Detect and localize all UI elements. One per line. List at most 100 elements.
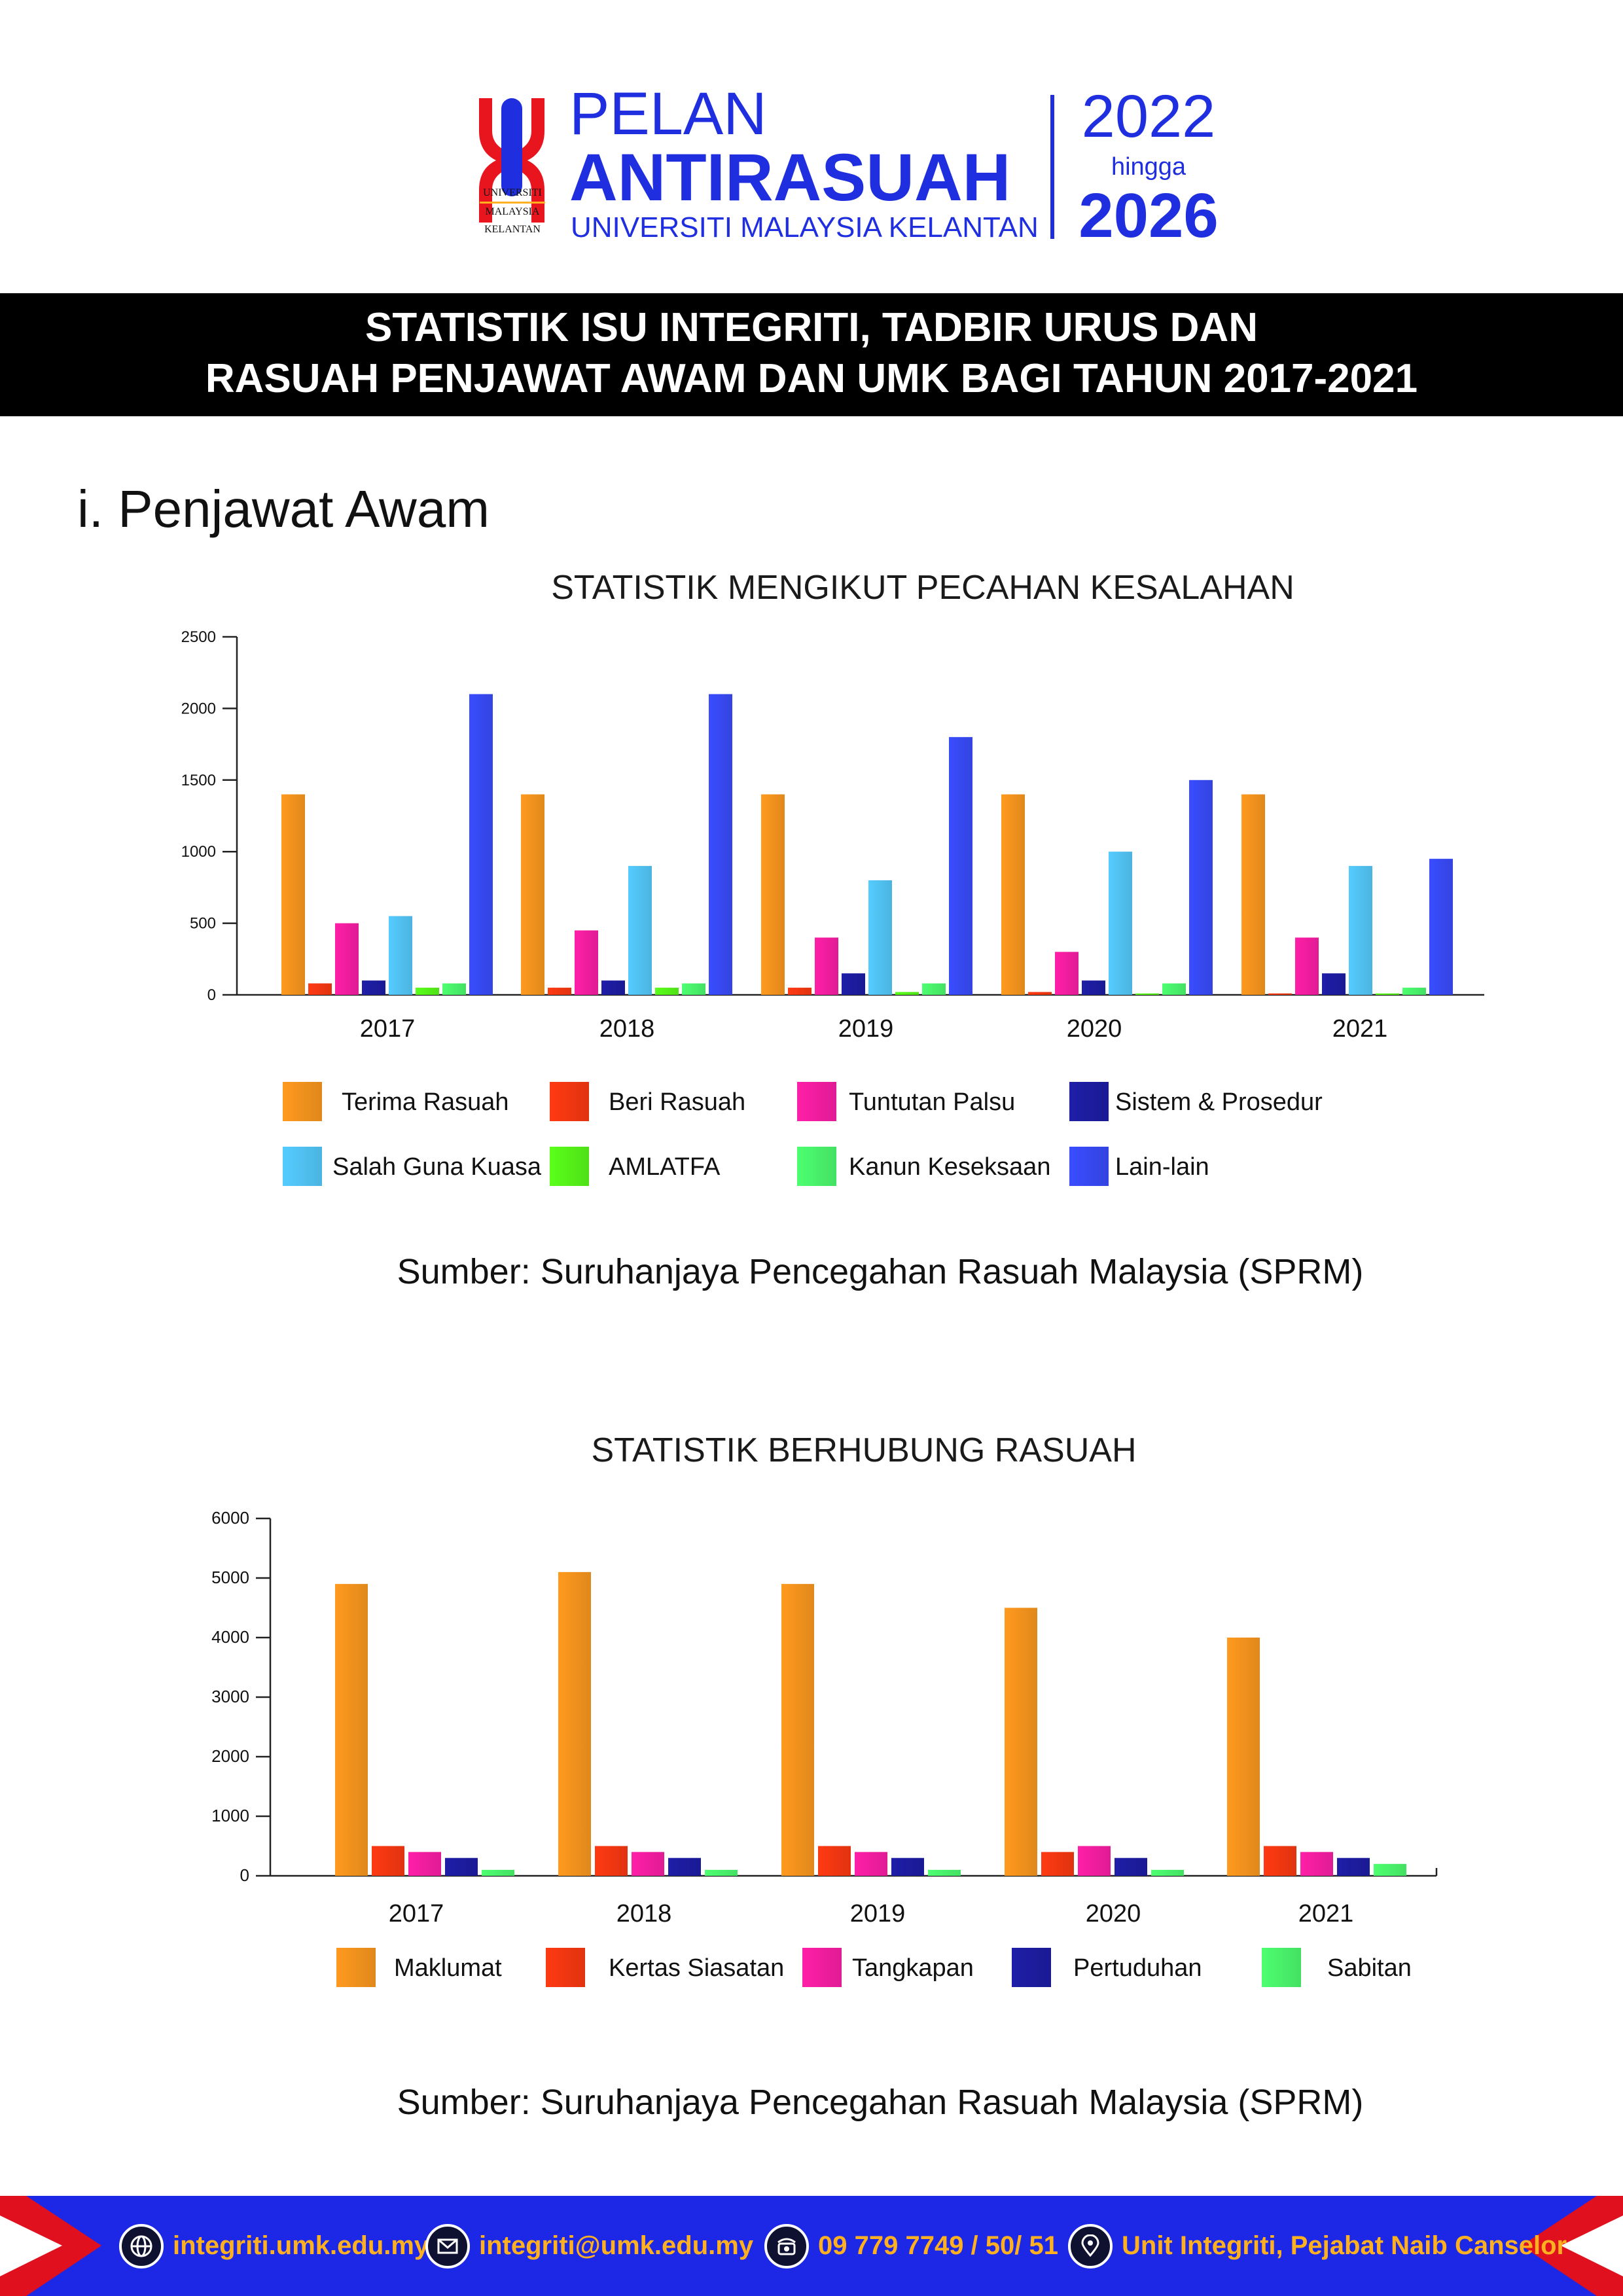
logo-caption: UNIVERSITI MALAYSIA KELANTAN — [470, 185, 555, 238]
bar-lain-lain-2020 — [1189, 780, 1213, 995]
bar-sabitan-2019 — [928, 1869, 961, 1876]
chart1-svg: 0 500 1000 1500 2000 2500 2017 2018 2019 2020 2021… — [181, 628, 1484, 1186]
legend-label: Lain-lain — [1115, 1153, 1209, 1181]
bar-kertas-siasatan-2019 — [818, 1846, 851, 1876]
bar-kertas-siasatan-2020 — [1041, 1852, 1074, 1876]
legend-swatch — [283, 1147, 322, 1186]
bar-tangkapan-2018 — [632, 1852, 664, 1876]
bar-sistem-prosedur-2019 — [842, 973, 865, 995]
bar-maklumat-2020 — [1005, 1607, 1037, 1876]
bar-terima-rasuah-2017 — [281, 794, 305, 995]
bar-tuntutan-palsu-2018 — [575, 930, 598, 995]
x-tick-label: 2018 — [599, 1015, 655, 1043]
logo-caption-line: KELANTAN — [484, 223, 541, 235]
phone-icon — [764, 2223, 809, 2269]
location-icon — [1068, 2223, 1113, 2269]
bar-sistem-prosedur-2021 — [1322, 973, 1346, 995]
bar-pertuduhan-2020 — [1115, 1857, 1147, 1876]
bar-amlatfa-2020 — [1135, 993, 1159, 995]
bar-pertuduhan-2017 — [445, 1857, 478, 1876]
legend-swatch — [336, 1948, 376, 1987]
header-title-line2: ANTIRASUAH — [569, 140, 1011, 215]
bar-kanun-keseksaan-2018 — [682, 983, 705, 995]
y-tick-label: 5000 — [211, 1568, 249, 1587]
bar-beri-rasuah-2017 — [308, 983, 332, 995]
bar-terima-rasuah-2019 — [761, 794, 785, 995]
legend-label: Kanun Keseksaan — [849, 1153, 1050, 1181]
header-year-start: 2022 — [1081, 83, 1216, 150]
y-tick-label: 1000 — [211, 1806, 249, 1825]
header-year-end: 2026 — [1079, 181, 1219, 251]
y-tick-label: 2000 — [181, 700, 216, 717]
bar-maklumat-2021 — [1227, 1638, 1260, 1876]
legend-swatch — [1069, 1082, 1109, 1121]
chart2-svg: 0 1000 2000 3000 4000 5000 6000 2017 2018 2019 202… — [211, 1508, 1438, 1987]
y-tick-label: 0 — [207, 986, 216, 1004]
footer-phone-text: 09 779 7749 / 50/ 51 — [818, 2231, 1058, 2260]
x-tick-label: 2018 — [616, 1900, 672, 1928]
legend-swatch — [802, 1948, 842, 1987]
footer-location-text: Unit Integriti, Pejabat Naib Canselor — [1122, 2231, 1567, 2260]
y-tick-label: 6000 — [211, 1508, 249, 1528]
bar-tuntutan-palsu-2021 — [1295, 937, 1319, 995]
footer-email[interactable]: integriti@umk.edu.my — [425, 2196, 753, 2296]
banner-line1: STATISTIK ISU INTEGRITI, TADBIR URUS DAN — [365, 305, 1258, 350]
bar-salah-guna-kuasa-2019 — [868, 880, 892, 995]
bar-pertuduhan-2018 — [668, 1857, 701, 1876]
bar-tangkapan-2021 — [1300, 1852, 1333, 1876]
chart2-source: Sumber: Suruhanjaya Pencegahan Rasuah Ma… — [397, 2083, 1364, 2122]
chart2-title: STATISTIK BERHUBUNG RASUAH — [591, 1431, 1137, 1469]
bar-amlatfa-2021 — [1376, 993, 1399, 995]
bar-sabitan-2020 — [1151, 1869, 1184, 1876]
bar-tangkapan-2017 — [408, 1852, 441, 1876]
legend-swatch — [550, 1082, 589, 1121]
bar-beri-rasuah-2020 — [1028, 992, 1052, 995]
chart1-title: STATISTIK MENGIKUT PECAHAN KESALAHAN — [551, 569, 1294, 607]
bar-kertas-siasatan-2021 — [1264, 1846, 1296, 1876]
bar-amlatfa-2017 — [416, 988, 439, 995]
bar-beri-rasuah-2018 — [548, 988, 571, 995]
bar-terima-rasuah-2018 — [521, 794, 544, 995]
bar-lain-lain-2017 — [469, 694, 493, 995]
bar-sistem-prosedur-2018 — [601, 980, 625, 995]
bar-amlatfa-2018 — [655, 988, 679, 995]
bar-pertuduhan-2021 — [1337, 1857, 1370, 1876]
bar-salah-guna-kuasa-2021 — [1349, 866, 1372, 995]
x-tick-label: 2020 — [1086, 1900, 1141, 1928]
legend-label: Tangkapan — [852, 1954, 974, 1982]
bar-amlatfa-2019 — [895, 992, 919, 995]
bar-sistem-prosedur-2020 — [1082, 980, 1105, 995]
logo-caption-line: MALAYSIA — [485, 206, 540, 218]
bar-sabitan-2021 — [1374, 1863, 1406, 1876]
legend-swatch — [797, 1147, 836, 1186]
footer-phone[interactable]: 09 779 7749 / 50/ 51 — [764, 2196, 1058, 2296]
y-tick-label: 2500 — [181, 628, 216, 646]
y-tick-label: 500 — [190, 915, 216, 933]
x-tick-label: 2020 — [1067, 1015, 1122, 1043]
bar-beri-rasuah-2021 — [1268, 993, 1292, 995]
y-tick-label: 3000 — [211, 1687, 249, 1706]
logo-caption-line: UNIVERSITI — [483, 187, 542, 198]
bar-salah-guna-kuasa-2020 — [1109, 852, 1132, 995]
legend-label: Sistem & Prosedur — [1115, 1088, 1323, 1116]
footer-website[interactable]: integriti.umk.edu.my — [119, 2196, 429, 2296]
footer-left-arrow — [0, 2196, 101, 2296]
y-tick-label: 0 — [240, 1865, 249, 1885]
footer-location[interactable]: Unit Integriti, Pejabat Naib Canselor — [1068, 2196, 1567, 2296]
y-tick-label: 4000 — [211, 1627, 249, 1647]
mail-icon — [425, 2223, 470, 2269]
title-banner: STATISTIK ISU INTEGRITI, TADBIR URUS DAN… — [0, 293, 1623, 416]
y-tick-label: 1500 — [181, 772, 216, 789]
footer-bar: integriti.umk.edu.my integriti@umk.edu.m… — [0, 2196, 1623, 2296]
footer-website-text: integriti.umk.edu.my — [173, 2231, 429, 2260]
bar-tangkapan-2019 — [855, 1852, 887, 1876]
bar-kanun-keseksaan-2017 — [442, 983, 466, 995]
bar-salah-guna-kuasa-2017 — [389, 916, 412, 995]
bar-terima-rasuah-2020 — [1001, 794, 1025, 995]
header-subtitle: UNIVERSITI MALAYSIA KELANTAN — [571, 211, 1039, 243]
footer-right-arrow — [1522, 2196, 1623, 2296]
legend-label: Pertuduhan — [1073, 1954, 1202, 1982]
bar-tuntutan-palsu-2020 — [1055, 952, 1079, 995]
bar-lain-lain-2019 — [949, 737, 972, 995]
legend-label: Beri Rasuah — [609, 1088, 745, 1116]
